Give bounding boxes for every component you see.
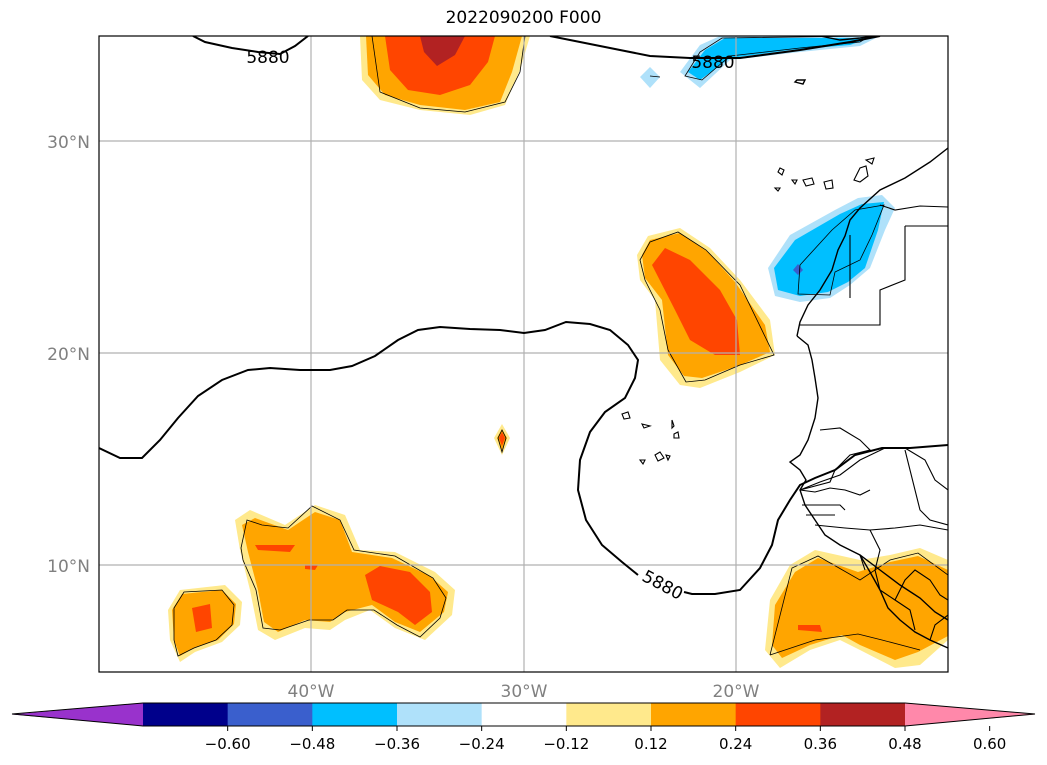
colorbar-cell [820,703,906,726]
colorbar: −0.60 −0.48 −0.36 −0.24 −0.12 0.12 0.24 0.36 0.4… [11,702,1036,753]
colorbar-tick-label: 0.48 [888,735,921,753]
colorbar-outline [11,702,1036,727]
colorbar-cell [227,703,313,726]
lat-label-20n: 20°N [47,345,90,365]
anomaly-blob-top-right [640,36,880,88]
colorbar-extend-high [905,703,1035,726]
lon-label-20w: 20°W [713,682,760,702]
anomaly-outlines [173,36,948,657]
anomaly-blob-canaries [768,195,895,302]
colorbar-tick-label: −0.36 [374,735,420,753]
colorbar-tick-label: −0.24 [459,735,505,753]
anomaly-blob-top-center [360,36,530,115]
colorbar-cells [12,703,1035,726]
colorbar-tick-label: −0.12 [543,735,589,753]
colorbar-tick-label: −0.48 [289,735,335,753]
coastlines [788,36,948,649]
contour-label-top-left: 5880 [246,48,289,68]
borders [799,204,948,641]
map-title: 2022090200 F000 [445,8,602,28]
anomaly-blob-west-africa [637,228,775,388]
colorbar-tick-label: −0.60 [205,735,251,753]
contour-label-top-right: 5880 [691,53,734,73]
colorbar-cell [481,703,567,726]
axis-labels: 30°N 20°N 10°N 40°W 30°W 20°W [47,133,760,702]
map-plot-area: 5880 5880 5880 [99,36,948,672]
lat-label-30n: 30°N [47,133,90,153]
anomaly-blob-southwest [235,505,455,640]
colorbar-cell [312,703,398,726]
islands [621,157,875,466]
colorbar-cell [143,703,229,726]
colorbar-extend-low [12,703,143,726]
colorbar-cell [735,703,821,726]
anomaly-blob-far-southwest [168,585,242,662]
colorbar-ticks: −0.60 −0.48 −0.36 −0.24 −0.12 0.12 0.24 0.36 0.4… [205,726,1006,753]
colorbar-cell [566,703,652,726]
colorbar-tick-label: 0.60 [973,735,1006,753]
gridlines [99,36,948,672]
contour-5880 [99,36,948,595]
lon-label-30w: 30°W [501,682,548,702]
colorbar-tick-label: 0.36 [804,735,837,753]
lon-label-40w: 40°W [288,682,335,702]
colorbar-tick-label: 0.24 [719,735,752,753]
colorbar-cell [651,703,737,726]
colorbar-tick-label: 0.12 [634,735,667,753]
colorbar-cell [397,703,483,726]
lat-label-10n: 10°N [47,557,90,577]
map-frame [98,35,949,673]
